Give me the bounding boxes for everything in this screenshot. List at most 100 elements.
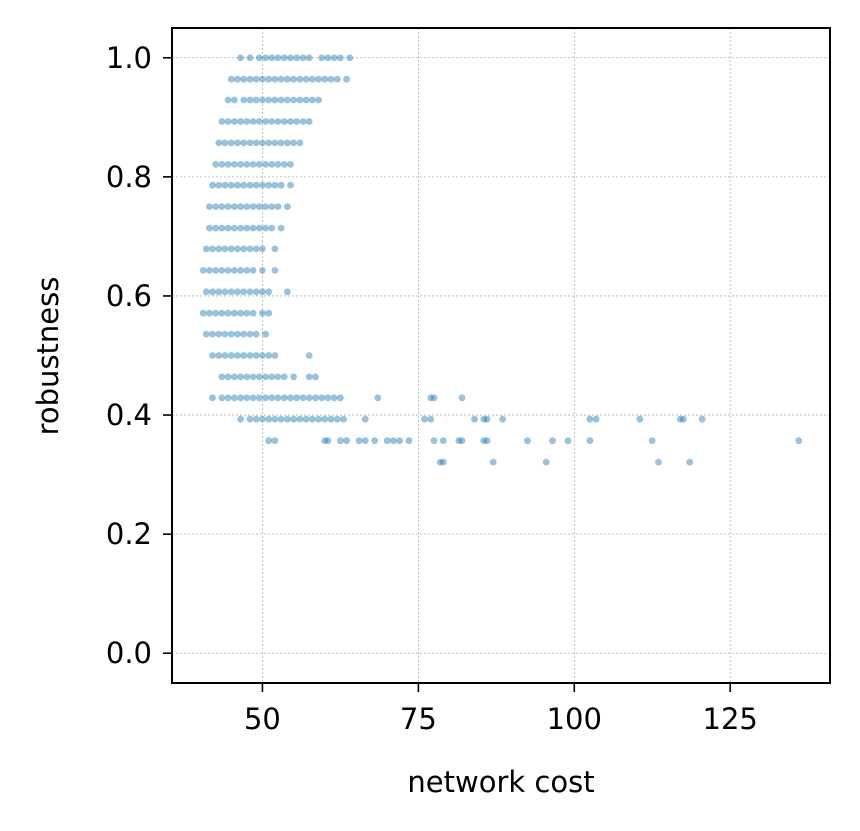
scatter-point (215, 181, 223, 189)
scatter-point (302, 415, 310, 423)
scatter-point (265, 181, 273, 189)
scatter-point (243, 267, 251, 274)
scatter-point (277, 415, 285, 423)
scatter-point (206, 309, 213, 317)
scatter-point (259, 75, 266, 83)
scatter-point (390, 437, 397, 445)
scatter-point (337, 54, 344, 62)
scatter-point (337, 394, 344, 402)
scatter-point (212, 267, 220, 274)
scatter-point (202, 245, 210, 253)
scatter-point (246, 139, 254, 147)
scatter-point (315, 96, 322, 104)
scatter-point (430, 394, 438, 402)
scatter-point (246, 245, 254, 253)
scatter-point (305, 373, 313, 381)
scatter-point (209, 394, 216, 402)
scatter-point (224, 203, 232, 211)
scatter-point (421, 415, 428, 423)
scatter-point (252, 415, 260, 423)
scatter-point (259, 245, 266, 253)
scatter-point (227, 245, 235, 253)
scatter-point (246, 352, 254, 359)
scatter-point (246, 75, 254, 83)
scatter-point (221, 288, 229, 296)
scatter-point (308, 96, 316, 104)
scatter-point (405, 437, 413, 445)
scatter-point (227, 330, 235, 338)
scatter-point (209, 245, 216, 253)
scatter-point (212, 309, 220, 317)
scatter-point (268, 118, 276, 125)
scatter-point (698, 415, 706, 423)
scatter-point (221, 139, 229, 147)
scatter-point (680, 415, 687, 423)
scatter-point (383, 437, 391, 445)
scatter-point (648, 437, 656, 445)
scatter-point (212, 203, 220, 211)
scatter-point (296, 139, 304, 147)
scatter-point (262, 203, 269, 211)
scatter-point (480, 415, 488, 423)
scatter-point (209, 288, 216, 296)
scatter-point (305, 394, 313, 402)
scatter-point (237, 118, 245, 125)
scatter-point (271, 245, 279, 253)
scatter-point (218, 267, 226, 274)
scatter-point (427, 394, 435, 402)
scatter-point (240, 181, 248, 189)
scatter-point (655, 458, 662, 466)
scatter-point (265, 309, 273, 317)
scatter-point (324, 437, 332, 445)
scatter-point (231, 394, 238, 402)
scatter-point (237, 54, 245, 62)
scatter-point (271, 139, 279, 147)
scatter-point (299, 394, 307, 402)
scatter-point (542, 458, 550, 466)
scatter-point (237, 373, 245, 381)
y-tick-label: 0.0 (106, 636, 152, 670)
x-axis-ticks: 50 75 100 125 (244, 683, 758, 736)
scatter-point (240, 245, 248, 253)
scatter-point (274, 373, 282, 381)
scatter-point (586, 437, 594, 445)
scatter-point (209, 181, 216, 189)
scatter-point (243, 118, 251, 125)
scatter-point (215, 352, 223, 359)
scatter-point (636, 415, 644, 423)
scatter-point (252, 139, 260, 147)
scatter-point (224, 161, 232, 168)
scatter-point (308, 75, 316, 83)
scatter-point (271, 267, 279, 274)
scatter-point (333, 75, 341, 83)
y-tick-label: 0.6 (106, 279, 152, 313)
scatter-point (287, 394, 294, 402)
scatter-point (290, 75, 297, 83)
scatter-point (237, 415, 245, 423)
x-tick-label: 100 (547, 702, 602, 736)
scatter-point (268, 54, 276, 62)
scatter-point (252, 96, 260, 104)
scatter-point (237, 309, 245, 317)
scatter-point (243, 309, 251, 317)
scatter-point (255, 373, 263, 381)
scatter-point (249, 309, 257, 317)
scatter-point (224, 118, 232, 125)
scatter-point (234, 75, 241, 83)
scatter-point (234, 139, 241, 147)
scatter-point (361, 415, 369, 423)
scatter-point (246, 415, 254, 423)
scatter-point (343, 75, 350, 83)
scatter-point (290, 139, 297, 147)
scatter-point (287, 118, 294, 125)
plot-frame (171, 27, 831, 684)
scatter-point (231, 96, 238, 104)
scatter-point (227, 288, 235, 296)
scatter-point (499, 415, 506, 423)
scatter-point (262, 161, 269, 168)
scatter-point (268, 394, 276, 402)
y-axis-ticks: 0.0 0.2 0.4 0.6 0.8 1.0 (106, 41, 172, 670)
scatter-point (243, 394, 251, 402)
scatter-point (676, 415, 684, 423)
scatter-point (206, 267, 213, 274)
